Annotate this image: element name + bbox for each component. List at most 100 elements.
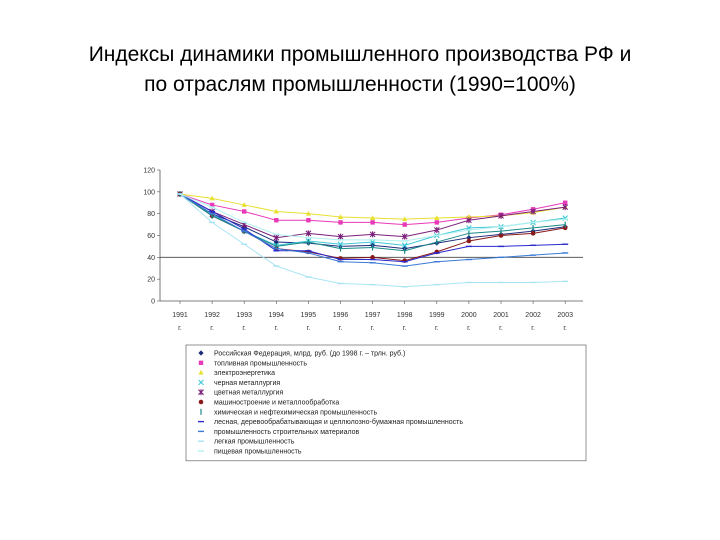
legend-label: химическая и нефтехимическая промышленно…: [214, 409, 377, 416]
data-point: [209, 202, 215, 208]
data-point: [530, 208, 536, 215]
legend-label: машиностроение и металлообработка: [214, 399, 339, 407]
x-tick-label-suffix: г.: [499, 325, 503, 332]
data-point: [273, 234, 280, 241]
x-tick-label: 1997: [365, 312, 381, 319]
data-point: [466, 235, 472, 241]
legend-label: промышленность строительных материалов: [214, 429, 360, 436]
data-point: [370, 220, 375, 225]
legend-label: пищевая промышленность: [214, 449, 302, 456]
legend-label: цветная металлургия: [214, 390, 283, 397]
x-tick-label: 1999: [429, 312, 445, 319]
data-point: [305, 210, 311, 216]
legend-entry: пищевая промышленность: [198, 449, 302, 456]
data-point: [242, 209, 247, 214]
legend-entry: химическая и нефтехимическая промышленно…: [200, 408, 377, 416]
data-point: [402, 222, 407, 227]
series-3: [177, 191, 568, 222]
y-tick-label: 20: [147, 277, 155, 284]
legend-marker: [198, 379, 204, 386]
legend-entry: Российская Федерация, млрд. руб. (до 199…: [198, 350, 405, 358]
data-point: [401, 233, 408, 240]
legend-label: легкая промышленность: [214, 439, 295, 446]
y-tick-label: 100: [143, 189, 155, 196]
legend-marker: [198, 389, 204, 396]
x-tick-label: 1992: [204, 312, 220, 319]
x-tick-label-suffix: г.: [242, 325, 246, 332]
title-line-2: по отраслям промышленности (1990=100%): [144, 73, 576, 96]
data-point: [337, 241, 344, 248]
legend-label: Российская Федерация, млрд. руб. (до 199…: [214, 350, 405, 358]
legend-label: топливная промышленность: [214, 360, 307, 367]
data-point: [273, 208, 279, 214]
data-point: [241, 202, 247, 207]
data-point: [209, 195, 215, 201]
data-point: [466, 238, 472, 244]
data-point: [337, 233, 344, 240]
data-point: [433, 227, 440, 234]
legend-entry: машиностроение и металлообработка: [198, 399, 339, 407]
x-tick-label: 2003: [557, 312, 573, 319]
data-point: [370, 255, 375, 260]
series-8: [177, 193, 569, 263]
legend-marker: [198, 369, 204, 375]
y-tick-label: 80: [147, 211, 155, 218]
x-tick-label: 1996: [333, 312, 349, 319]
y-tick-label: 0: [151, 299, 155, 306]
data-point: [402, 216, 408, 222]
data-point: [498, 212, 504, 219]
series-9: [177, 193, 569, 267]
data-point: [370, 215, 376, 221]
x-tick-label: 1994: [269, 312, 285, 319]
data-point: [466, 217, 472, 224]
x-tick-label: 1998: [397, 312, 413, 319]
x-tick-label: 2002: [525, 312, 541, 319]
legend-label: черная металлургия: [214, 380, 280, 387]
data-point: [562, 204, 569, 211]
x-tick-label-suffix: г.: [178, 325, 182, 332]
legend-marker: [198, 399, 204, 405]
series-10: [177, 193, 569, 288]
x-tick-label-suffix: г.: [274, 325, 278, 332]
data-point: [434, 220, 439, 225]
legend-entry: топливная промышленность: [198, 360, 307, 367]
legend-label: электроэнергетика: [214, 370, 275, 377]
legend-entry: легкая промышленность: [198, 439, 295, 446]
data-point: [466, 214, 472, 219]
y-tick-label: 60: [147, 233, 155, 240]
slide-title: Индексы динамики промышленного производс…: [20, 40, 700, 100]
legend-entry: лесная, деревообрабатывающая и целлюлозн…: [198, 418, 463, 426]
legend-entry: цветная металлургия: [198, 389, 283, 397]
legend-entry: электроэнергетика: [198, 369, 275, 377]
x-tick-label-suffix: г.: [307, 325, 311, 332]
data-point: [563, 200, 568, 205]
legend-marker: [198, 360, 204, 365]
x-tick-label: 2001: [493, 312, 509, 319]
x-tick-label-suffix: г.: [371, 325, 375, 332]
data-point: [306, 218, 311, 223]
x-tick-label: 1991: [172, 312, 188, 319]
data-point: [338, 220, 343, 225]
legend-entry: промышленность строительных материалов: [198, 429, 360, 436]
x-tick-label: 2000: [461, 312, 477, 319]
y-tick-label: 120: [143, 168, 155, 175]
data-point: [562, 225, 568, 231]
x-tick-label-suffix: г.: [210, 325, 214, 332]
data-point: [401, 242, 408, 249]
title-line-1: Индексы динамики промышленного производс…: [88, 43, 632, 66]
data-point: [337, 214, 344, 219]
legend-box: [185, 344, 587, 462]
data-point: [305, 230, 312, 237]
x-tick-label-suffix: г.: [563, 325, 567, 332]
x-tick-label-suffix: г.: [467, 325, 471, 332]
legend-marker: [198, 350, 204, 356]
x-tick-label: 1993: [236, 312, 252, 319]
data-point: [434, 215, 440, 221]
x-tick-label-suffix: г.: [403, 325, 407, 332]
data-point: [530, 231, 536, 236]
y-tick-label: 40: [147, 255, 155, 262]
data-point: [369, 231, 376, 238]
x-tick-label-suffix: г.: [435, 325, 439, 332]
x-tick-label: 1995: [301, 312, 317, 319]
